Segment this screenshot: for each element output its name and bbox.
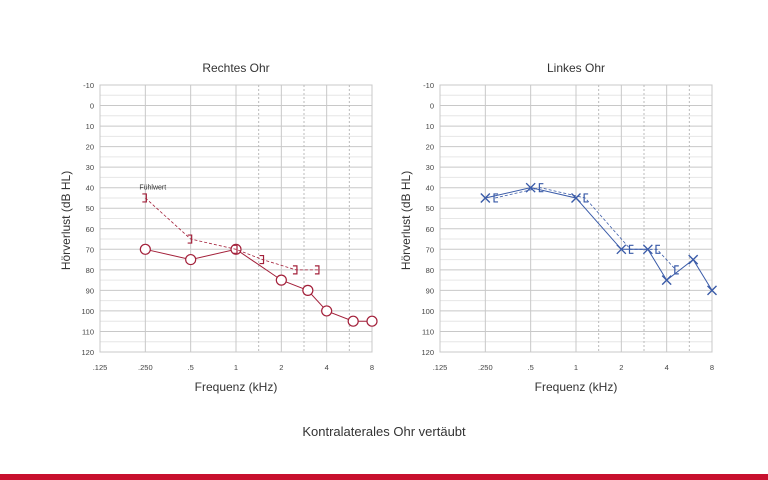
bone-point-bracket: [628, 244, 634, 254]
audiogram-left-ear: -10 0 10 20 30 40 50 60 70 80 90 100 110 120 .125 .250.…: [399, 61, 717, 394]
bone-conduction-line: [494, 187, 677, 271]
air-point-cross: [642, 244, 653, 255]
bone-point-bracket: [538, 183, 544, 193]
y-tick-label: 120: [421, 348, 434, 357]
y-tick-label: 70: [426, 245, 434, 254]
y-tick-label: 110: [422, 327, 434, 336]
bone-point-bracket: [583, 193, 589, 203]
x-tick-label: 1: [574, 363, 578, 372]
bone-point-bracket: [674, 265, 679, 275]
x-tick-label: 2: [279, 363, 283, 372]
x-tick-label: .125: [433, 363, 448, 372]
y-tick-label: 100: [421, 307, 434, 316]
audiogram-right-ear: -10 0 10 20 30 40 50 60 70 80 90 100 110 120 .125 .250.…: [59, 61, 378, 394]
y-tick-label: 70: [86, 245, 94, 254]
x-tick-label: .5: [528, 363, 534, 372]
y-axis-label: Hörverlust (dB HL): [399, 171, 413, 270]
x-tick-label: 4: [665, 363, 669, 372]
y-tick-label: 90: [426, 286, 434, 295]
bone-point-bracket: [142, 193, 147, 203]
y-tick-label: 50: [86, 204, 94, 213]
y-tick-label: -10: [423, 81, 434, 90]
x-tick-label: 8: [710, 363, 714, 372]
air-point-circle: [302, 284, 314, 296]
y-tick-label: 10: [426, 122, 434, 131]
air-point-circle: [275, 274, 287, 286]
x-tick-label: 8: [370, 363, 374, 372]
bone-point-bracket: [187, 234, 193, 244]
x-tick-label: 4: [325, 363, 329, 372]
y-tick-label: 10: [86, 122, 94, 131]
x-tick-label: .125: [93, 363, 108, 372]
bone-point-bracket: [233, 244, 238, 254]
y-tick-label: 40: [86, 184, 94, 193]
y-tick-label: 20: [426, 143, 434, 152]
y-axis-label: Hörverlust (dB HL): [59, 171, 73, 270]
air-point-cross: [525, 182, 536, 193]
y-tick-label: 120: [81, 348, 94, 357]
y-tick-label: 60: [86, 225, 94, 234]
air-point-circle: [185, 253, 197, 266]
air-point-cross: [571, 192, 581, 203]
x-tick-label: .5: [188, 363, 194, 372]
bone-point-bracket: [259, 254, 265, 265]
y-tick-label: 100: [81, 307, 94, 316]
y-tick-label: 90: [86, 286, 94, 295]
y-tick-label: 40: [426, 184, 434, 193]
x-tick-label: 1: [234, 363, 238, 372]
y-tick-label: 80: [86, 266, 94, 275]
y-tick-label: 0: [90, 102, 94, 111]
y-tick-label: 110: [82, 327, 94, 336]
brand-bar: [0, 474, 768, 480]
caption: Kontralaterales Ohr vertäubt: [302, 424, 466, 439]
chart-title: Rechtes Ohr: [202, 61, 269, 75]
air-point-circle: [321, 305, 333, 317]
bone-point-bracket: [655, 244, 660, 254]
y-tick-label: 0: [430, 102, 434, 111]
y-tick-label: 30: [426, 163, 434, 172]
chart-title: Linkes Ohr: [547, 61, 605, 75]
air-point-circle: [366, 315, 378, 327]
x-axis-label: Frequenz (kHz): [535, 380, 618, 394]
air-point-cross: [480, 192, 491, 203]
air-point-cross: [707, 285, 717, 296]
y-tick-label: 30: [86, 163, 94, 172]
bone-point-bracket: [493, 193, 499, 203]
air-point-cross: [616, 244, 627, 255]
y-tick-label: 80: [426, 266, 434, 275]
air-point-circle: [139, 243, 151, 255]
x-tick-label: .250: [138, 363, 153, 372]
air-point-cross: [688, 254, 699, 265]
air-point-circle: [347, 315, 359, 327]
bone-conduction-line: [145, 197, 318, 271]
y-tick-label: -10: [83, 81, 94, 90]
x-axis-label: Frequenz (kHz): [195, 380, 278, 394]
y-tick-label: 50: [426, 204, 434, 213]
y-tick-label: 60: [426, 225, 434, 234]
x-tick-label: .250: [478, 363, 493, 372]
annotation-label: Fühlwert: [139, 185, 166, 192]
air-point-cross: [661, 275, 672, 286]
y-tick-label: 20: [86, 143, 94, 152]
bone-point-bracket: [292, 265, 298, 275]
x-tick-label: 2: [619, 363, 623, 372]
bone-point-bracket: [314, 265, 320, 275]
